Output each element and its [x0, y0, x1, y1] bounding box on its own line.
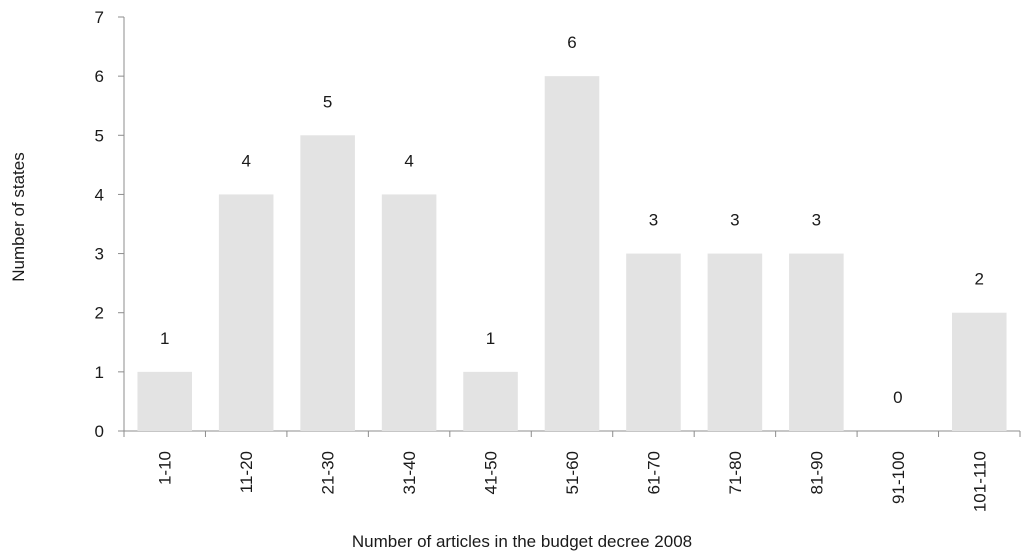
x-axis-title: Number of articles in the budget decree … [352, 532, 692, 551]
data-label: 3 [730, 211, 739, 230]
bar-group [137, 76, 1007, 432]
bar [463, 371, 518, 431]
bar [951, 312, 1007, 431]
data-label: 6 [567, 33, 576, 52]
x-tick-label: 81-90 [807, 451, 826, 494]
y-tick-label: 7 [95, 8, 104, 27]
bar [707, 253, 763, 431]
bar [137, 371, 193, 431]
y-axis-ticks: 0 1 2 3 4 5 6 7 [95, 8, 124, 441]
x-tick-label: 71-80 [726, 451, 745, 494]
x-tick-label-group: 1-10 11-20 21-30 31-40 41-50 51-60 61-70 71-80 8… [156, 451, 990, 512]
data-label: 4 [404, 151, 413, 170]
data-label: 5 [323, 92, 332, 111]
x-tick-label: 51-60 [563, 451, 582, 494]
bar [300, 135, 355, 432]
y-tick-label: 1 [95, 363, 104, 382]
data-label-group: 1 4 5 4 1 6 3 3 3 0 2 [160, 33, 984, 407]
bar [218, 194, 274, 431]
y-tick-label: 5 [95, 126, 104, 145]
y-tick-label: 3 [95, 245, 104, 264]
data-label: 3 [812, 211, 821, 230]
x-tick-label: 31-40 [400, 451, 419, 494]
bar [381, 194, 437, 431]
data-label: 4 [241, 151, 250, 170]
data-label: 2 [975, 270, 984, 289]
y-tick-label: 2 [95, 304, 104, 323]
bar [544, 76, 600, 432]
bar [626, 253, 681, 431]
x-tick-label: 41-50 [482, 451, 501, 494]
data-label: 3 [649, 211, 658, 230]
y-tick-label: 6 [95, 67, 104, 86]
y-tick-label: 0 [95, 422, 104, 441]
x-tick-label: 91-100 [889, 451, 908, 504]
y-tick-label: 4 [95, 185, 104, 204]
x-tick-label: 11-20 [237, 451, 256, 493]
x-tick-label: 21-30 [319, 451, 338, 494]
bar [789, 253, 844, 431]
data-label: 0 [893, 388, 902, 407]
x-tick-label: 61-70 [644, 451, 663, 494]
x-axis-ticks [123, 431, 1021, 437]
x-tick-label: 101-110 [970, 451, 989, 512]
data-label: 1 [160, 329, 169, 348]
x-tick-label: 1-10 [156, 451, 175, 485]
data-label: 1 [486, 329, 495, 348]
y-axis-title: Number of states [9, 152, 28, 281]
